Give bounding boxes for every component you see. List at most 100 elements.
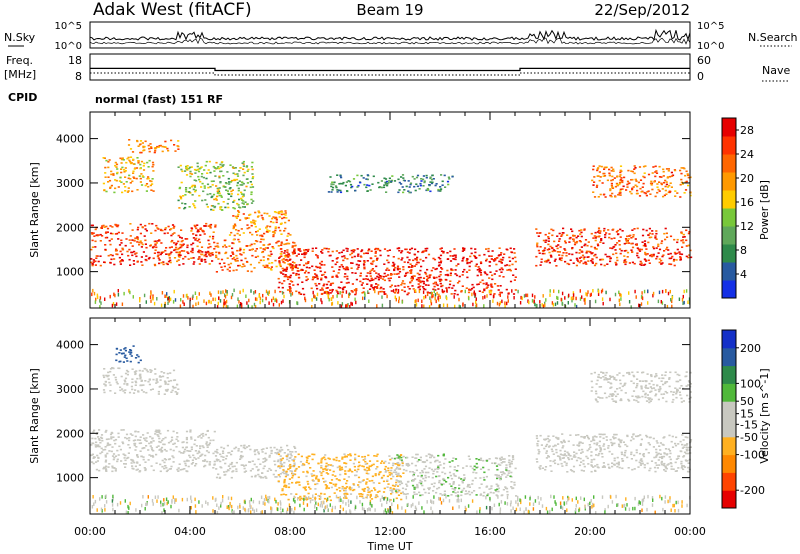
heatmap-cell xyxy=(437,475,441,478)
heatmap-cell xyxy=(185,446,188,448)
heatmap-cell xyxy=(538,451,541,453)
heatmap-cell xyxy=(492,492,495,494)
heatmap-cell xyxy=(270,269,273,271)
heatmap-cell xyxy=(419,280,422,282)
heatmap-cell xyxy=(478,270,481,273)
heatmap-cell xyxy=(419,456,422,459)
heatmap-cell xyxy=(676,241,679,244)
heatmap-cell xyxy=(201,199,204,202)
heatmap-cell xyxy=(167,296,169,301)
heatmap-cell xyxy=(389,277,392,279)
heatmap-cell xyxy=(335,186,338,189)
heatmap-cell xyxy=(680,239,683,242)
heatmap-cell xyxy=(170,391,173,393)
heatmap-cell xyxy=(344,455,347,457)
heatmap-cell xyxy=(281,489,284,492)
heatmap-cell xyxy=(192,188,195,191)
heatmap-cell xyxy=(564,296,566,300)
heatmap-cell xyxy=(437,288,440,290)
heatmap-cell xyxy=(305,249,308,251)
heatmap-cell xyxy=(600,263,603,266)
heatmap-cell xyxy=(128,139,131,141)
heatmap-cell xyxy=(237,238,240,241)
heatmap-cell xyxy=(452,457,455,459)
heatmap-cell xyxy=(622,185,625,188)
heatmap-cell xyxy=(256,240,259,243)
heatmap-cell xyxy=(122,442,125,445)
heatmap-cell xyxy=(295,274,298,276)
heatmap-cell xyxy=(367,454,370,457)
heatmap-cell xyxy=(427,453,430,455)
heatmap-cell xyxy=(579,233,582,235)
heatmap-cell xyxy=(288,254,291,257)
heatmap-cell xyxy=(292,253,295,255)
heatmap-cell xyxy=(402,455,405,458)
heatmap-cell xyxy=(618,248,622,250)
heatmap-cell xyxy=(346,278,349,280)
heatmap-cell xyxy=(368,460,372,462)
heatmap-cell xyxy=(144,469,147,472)
heatmap-cell xyxy=(322,468,325,470)
heatmap-cell xyxy=(278,261,281,264)
heatmap-cell xyxy=(599,232,602,234)
heatmap-cell xyxy=(178,207,181,209)
heatmap-cell xyxy=(454,304,456,309)
heatmap-cell xyxy=(320,263,323,266)
heatmap-cell xyxy=(315,247,318,249)
heatmap-cell xyxy=(177,140,180,142)
heatmap-cell xyxy=(599,258,602,261)
heatmap-cell xyxy=(327,293,329,298)
heatmap-cell xyxy=(311,499,314,501)
heatmap-cell xyxy=(394,490,398,492)
heatmap-cell xyxy=(474,293,477,297)
heatmap-cell xyxy=(120,242,123,244)
heatmap-cell xyxy=(230,463,233,466)
heatmap-cell xyxy=(621,179,624,182)
heatmap-cell xyxy=(103,261,106,263)
heatmap-cell xyxy=(373,455,376,457)
heatmap-cell xyxy=(656,183,659,185)
heatmap-cell xyxy=(397,474,400,476)
heatmap-cell xyxy=(572,456,575,458)
heatmap-cell xyxy=(151,161,155,164)
heatmap-cell xyxy=(660,176,663,178)
heatmap-cell xyxy=(256,216,260,218)
heatmap-cell xyxy=(602,242,605,244)
heatmap-cell xyxy=(596,169,599,172)
heatmap-cell xyxy=(185,174,189,176)
heatmap-cell xyxy=(246,224,249,226)
heatmap-cell xyxy=(195,463,198,465)
heatmap-cell xyxy=(601,456,604,458)
heatmap-cell xyxy=(439,280,442,282)
heatmap-cell xyxy=(446,180,450,183)
heatmap-cell xyxy=(329,284,332,286)
heatmap-cell xyxy=(341,302,344,306)
heatmap-cell xyxy=(582,463,585,465)
heatmap-cell xyxy=(125,238,128,240)
heatmap-cell xyxy=(380,186,383,189)
heatmap-cell xyxy=(238,241,241,243)
heatmap-cell xyxy=(602,175,605,177)
heatmap-cell xyxy=(468,296,470,301)
colorbar-tick-label: 8 xyxy=(740,244,747,257)
heatmap-cell xyxy=(295,266,298,269)
nave-tick-high: 60 xyxy=(697,54,711,67)
heatmap-cell xyxy=(367,249,370,252)
heatmap-cell xyxy=(187,252,190,255)
heatmap-cell xyxy=(419,184,422,187)
heatmap-cell xyxy=(193,443,196,446)
heatmap-cell xyxy=(188,191,191,193)
heatmap-cell xyxy=(119,386,122,389)
heatmap-cell xyxy=(398,268,401,270)
heatmap-cell xyxy=(679,253,682,255)
heatmap-cell xyxy=(462,303,464,307)
heatmap-cell xyxy=(560,257,563,259)
heatmap-cell xyxy=(365,178,368,180)
heatmap-cell xyxy=(155,378,158,380)
heatmap-cell xyxy=(94,444,97,446)
heatmap-cell xyxy=(447,476,450,479)
heatmap-cell xyxy=(611,247,614,250)
heatmap-cell xyxy=(650,236,653,239)
heatmap-cell xyxy=(398,189,401,191)
heatmap-cell xyxy=(465,287,468,289)
